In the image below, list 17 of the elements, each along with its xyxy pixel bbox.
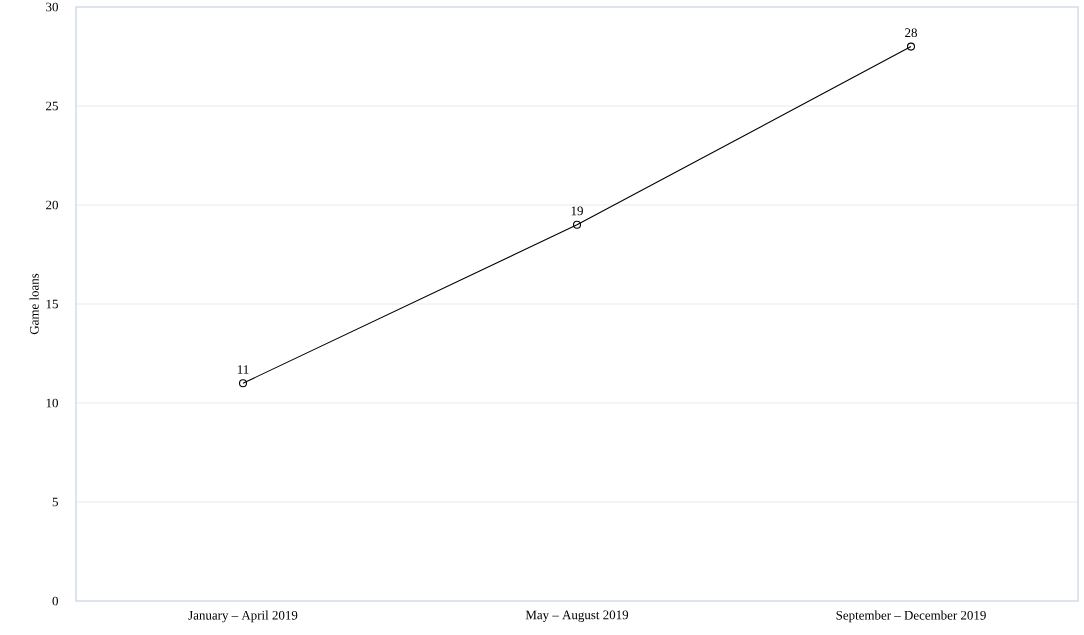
y-tick-label: 20 [46, 200, 58, 210]
y-tick-label: 25 [46, 101, 58, 111]
x-tick-label: May – August 2019 [525, 610, 629, 622]
x-tick-label: January – April 2019 [188, 610, 298, 623]
y-tick-label: 10 [46, 398, 58, 408]
y-tick-label: 0 [52, 596, 58, 606]
point [906, 42, 916, 51]
x-tick-label: September – December 2019 [836, 610, 986, 623]
y-tick-label: 5 [52, 497, 58, 507]
point [238, 379, 248, 388]
y-tick-label: 15 [46, 299, 58, 309]
data-label: 28 [905, 28, 917, 38]
data-label: 11 [237, 365, 249, 374]
y-tick-label: 30 [46, 2, 58, 12]
y-axis-title: Game loans [29, 273, 39, 335]
point [572, 220, 582, 229]
data-label: 19 [571, 206, 583, 216]
